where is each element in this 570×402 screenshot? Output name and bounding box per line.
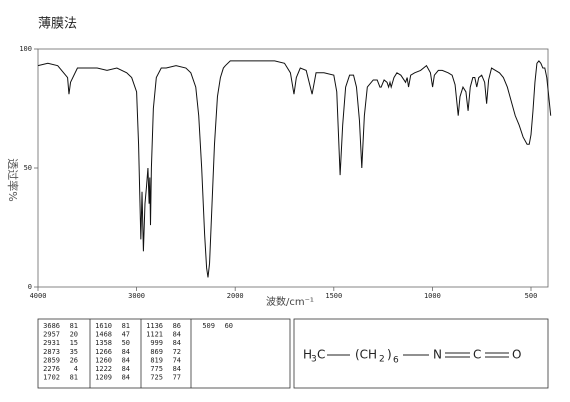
peak-transmittance: 4 (74, 365, 78, 373)
peak-wavenumber: 2957 (43, 331, 60, 339)
atom: C (317, 348, 325, 362)
peak-transmittance: 26 (70, 356, 78, 364)
group: (CH (355, 348, 377, 362)
spectrum-line (37, 60, 552, 278)
peak-transmittance: 84 (122, 348, 130, 356)
x-tick-label: 1000 (424, 292, 441, 300)
peak-wavenumber: 725 (150, 374, 163, 382)
peak-transmittance: 84 (122, 356, 130, 364)
atom: H (303, 348, 312, 362)
peak-transmittance: 84 (122, 374, 130, 382)
peak-transmittance: 77 (173, 374, 181, 382)
atom: O (512, 348, 521, 362)
peak-table-box (37, 318, 291, 389)
peak-transmittance: 86 (173, 322, 181, 330)
peak-wavenumber: 1209 (95, 374, 112, 382)
y-tick-label: 100 (19, 45, 32, 53)
peak-wavenumber: 1260 (95, 356, 112, 364)
x-axis-label: 波数/cm⁻¹ (266, 295, 314, 308)
y-axis-label: 透过率% (6, 158, 20, 201)
group: ) (387, 348, 392, 362)
chart-title: 薄膜法 (38, 17, 77, 32)
peak-wavenumber: 999 (150, 339, 163, 347)
peak-transmittance: 84 (173, 365, 181, 373)
peak-transmittance: 84 (173, 331, 181, 339)
x-tick-label: 2000 (227, 292, 244, 300)
peak-transmittance: 47 (122, 331, 130, 339)
peak-transmittance: 84 (122, 365, 130, 373)
peak-transmittance: 81 (70, 322, 78, 330)
peak-transmittance: 81 (122, 322, 130, 330)
subscript: 3 (311, 355, 317, 365)
structure-box (293, 318, 549, 389)
peak-wavenumber: 1222 (95, 365, 112, 373)
peak-wavenumber: 1702 (43, 374, 60, 382)
peak-transmittance: 72 (173, 348, 181, 356)
peak-transmittance: 84 (173, 339, 181, 347)
y-tick-label: 50 (24, 164, 32, 172)
peak-wavenumber: 1358 (95, 339, 112, 347)
peak-wavenumber: 2931 (43, 339, 60, 347)
x-tick-label: 3000 (128, 292, 145, 300)
peak-wavenumber: 869 (150, 348, 163, 356)
peak-wavenumber: 2859 (43, 356, 60, 364)
x-tick-label: 1500 (325, 292, 342, 300)
peak-wavenumber: 2276 (43, 365, 60, 373)
peak-wavenumber: 1610 (95, 322, 112, 330)
subscript: 2 (379, 355, 385, 365)
peak-wavenumber: 2873 (43, 348, 60, 356)
peak-transmittance: 74 (173, 356, 181, 364)
x-tick-label: 500 (525, 292, 538, 300)
plot-frame (37, 48, 549, 288)
subscript: 6 (393, 356, 399, 366)
structure-formula: H 3 C (CH 2 ) 6 N C O (303, 348, 521, 366)
peak-wavenumber: 509 (202, 322, 215, 330)
peak-transmittance: 60 (225, 322, 233, 330)
x-tick-label: 4000 (30, 292, 47, 300)
y-tick-label: 0 (28, 283, 32, 291)
peak-wavenumber: 1468 (95, 331, 112, 339)
peak-transmittance: 20 (70, 331, 78, 339)
peak-transmittance: 50 (122, 339, 130, 347)
peak-wavenumber: 3686 (43, 322, 60, 330)
atom: N (433, 348, 442, 362)
peak-transmittance: 15 (70, 339, 78, 347)
peak-transmittance: 81 (70, 374, 78, 382)
peak-wavenumber: 1136 (146, 322, 163, 330)
peak-wavenumber: 819 (150, 356, 163, 364)
peak-transmittance: 35 (70, 348, 78, 356)
atom: C (473, 348, 481, 362)
peak-wavenumber: 1121 (146, 331, 163, 339)
peak-wavenumber: 775 (150, 365, 163, 373)
peak-wavenumber: 1266 (95, 348, 112, 356)
